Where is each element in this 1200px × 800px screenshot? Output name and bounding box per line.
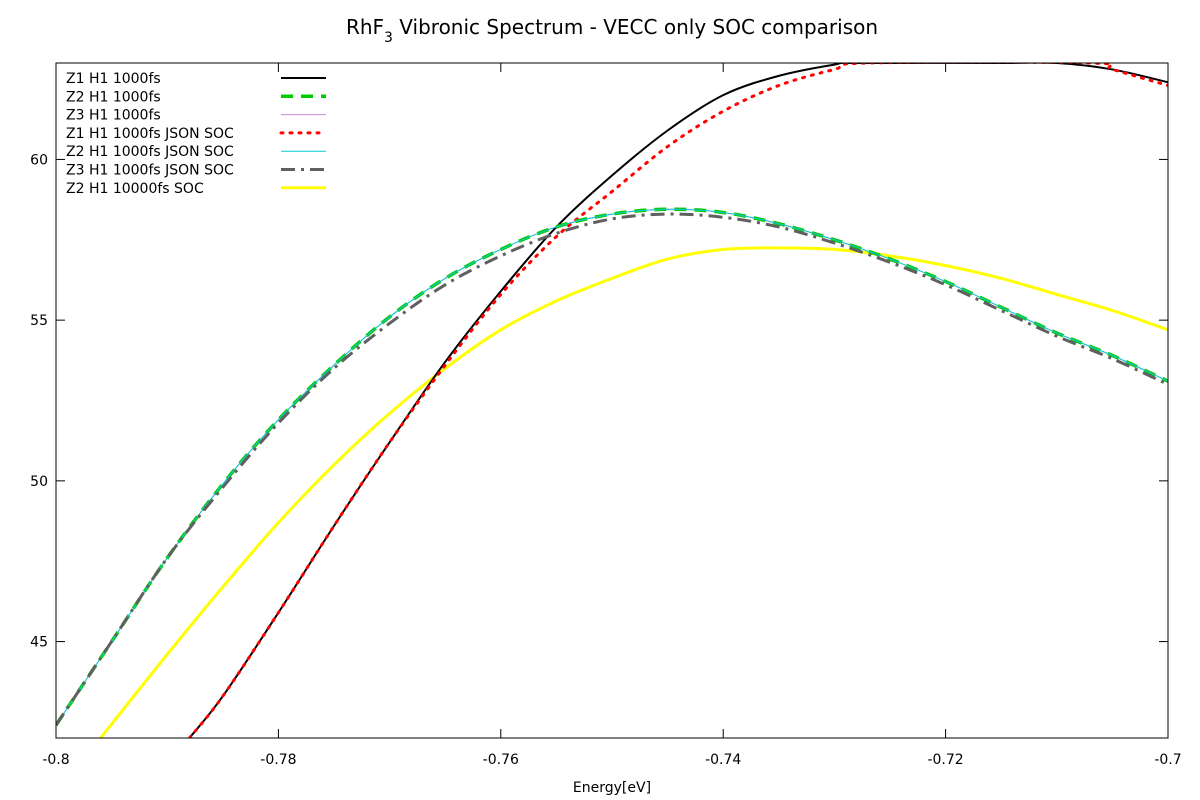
x-tick-label: -0.76	[483, 752, 519, 768]
series-line-5	[56, 208, 1168, 726]
legend-label: Z1 H1 1000fs JSON SOC	[66, 126, 234, 142]
chart-title-subscript: 3	[384, 30, 393, 46]
x-tick-label: -0.72	[927, 752, 963, 768]
legend-label: Z3 H1 1000fs JSON SOC	[66, 163, 234, 179]
legend: Z1 H1 1000fs Z2 H1 1000fs Z3 H1 1000fs Z1 H…	[66, 71, 328, 197]
legend-label: Z2 H1 1000fs	[66, 89, 161, 105]
y-tick-label: 45	[30, 635, 48, 651]
series-line-2	[56, 207, 1168, 727]
y-tick-label: 60	[30, 152, 48, 168]
legend-label: Z3 H1 1000fs	[66, 108, 161, 124]
x-axis-label: Energy[eV]	[573, 780, 651, 796]
series-line-4	[187, 63, 1168, 738]
plot-frame	[55, 62, 1169, 739]
x-tick-label: -0.78	[260, 752, 296, 768]
x-tick-label: -0.7	[1154, 752, 1181, 768]
series-line-3	[56, 208, 1168, 726]
series-line-7	[99, 246, 1168, 738]
chart-title: RhF3 Vibronic Spectrum - VECC only SOC c…	[346, 15, 878, 46]
legend-label: Z1 H1 1000fs	[66, 71, 161, 87]
legend-label: Z2 H1 10000fs SOC	[66, 181, 204, 197]
chart-title-rest: Vibronic Spectrum - VECC only SOC compar…	[393, 15, 878, 39]
series-line-6	[56, 212, 1168, 726]
x-axis-ticks: -0.8 -0.78 -0.76 -0.74 -0.72 -0.7	[42, 63, 1182, 768]
chart-title-main: RhF	[346, 15, 384, 39]
legend-label: Z2 H1 1000fs JSON SOC	[66, 144, 234, 160]
y-tick-label: 50	[30, 474, 48, 490]
x-tick-label: -0.8	[42, 752, 69, 768]
y-tick-label: 55	[30, 313, 48, 329]
series-group	[56, 63, 1168, 738]
series-line-1	[188, 63, 1168, 738]
x-tick-label: -0.74	[705, 752, 741, 768]
y-axis-ticks: 45 50 55 60	[30, 152, 1168, 651]
